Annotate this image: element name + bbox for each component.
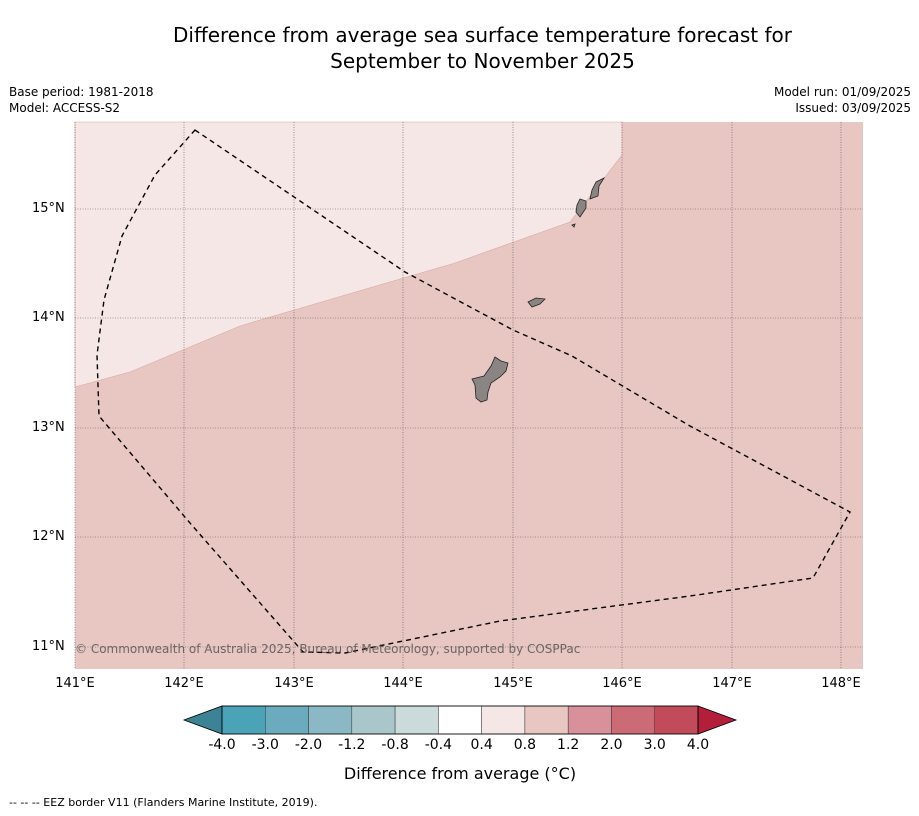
title-line-1: Difference from average sea surface temp…	[172, 23, 792, 47]
map-title: Difference from average sea surface temp…	[60, 22, 905, 74]
model-run: Model run: 01/09/2025	[773, 85, 911, 99]
colorbar-cell	[308, 705, 353, 735]
copyright-notice: © Commonwealth of Australia 2025, Bureau…	[75, 642, 581, 656]
lat-label-12n: 12°N	[32, 529, 65, 544]
lat-label-13n: 13°N	[32, 420, 65, 435]
colorbar-tick-label: 0.4	[470, 737, 493, 753]
colorbar-over-arrow	[697, 705, 738, 735]
colorbar-cell	[611, 705, 655, 735]
island-aguijan	[571, 223, 576, 228]
gridlines	[74, 122, 863, 669]
island-tinian	[575, 198, 587, 218]
base-period-info: Base period: 1981-2018 Model: ACCESS-S2	[9, 84, 154, 116]
lon-label-146e: 146°E	[602, 676, 642, 691]
colorbar-tick-label: -4.0	[208, 737, 236, 753]
colorbar-tick-label: 3.0	[643, 737, 666, 753]
base-period: Base period: 1981-2018	[9, 85, 154, 99]
colorbar-tick-label: 0.8	[513, 737, 537, 753]
anomaly-region-low	[74, 121, 623, 388]
lon-label-145e: 145°E	[493, 676, 533, 691]
island-guam	[471, 356, 509, 403]
lat-label-15n: 15°N	[32, 201, 65, 216]
issued-date: Issued: 03/09/2025	[795, 101, 911, 115]
lat-label-14n: 14°N	[32, 310, 65, 325]
colorbar-tick-label: -0.8	[381, 737, 409, 753]
colorbar-cell	[394, 705, 439, 735]
colorbar-tick-label: 4.0	[686, 737, 710, 753]
colorbar-cell	[351, 705, 396, 735]
lon-label-147e: 147°E	[712, 676, 752, 691]
colorbar-tick-label: -0.4	[424, 737, 453, 753]
lon-label-148e: 148°E	[821, 676, 861, 691]
lon-label-142e: 142°E	[164, 676, 204, 691]
model-run-info: Model run: 01/09/2025 Issued: 03/09/2025	[774, 84, 911, 116]
colorbar-label: Difference from average (°C)	[343, 764, 577, 783]
colorbar-tick-label: -2.0	[294, 737, 323, 753]
colorbar-cell	[481, 705, 526, 735]
colorbar-cell	[654, 705, 699, 735]
colorbar-tick-label: 1.2	[557, 737, 580, 753]
lon-label-141e: 141°E	[55, 676, 95, 691]
lon-label-143e: 143°E	[274, 676, 314, 691]
colorbar	[182, 705, 738, 735]
colorbar-cell	[567, 705, 612, 735]
colorbar-cell	[438, 705, 482, 735]
colorbar-cell	[524, 705, 569, 735]
colorbar-tick-label: 2.0	[600, 737, 623, 753]
island-saipan	[589, 177, 606, 200]
model-name: Model: ACCESS-S2	[9, 101, 121, 115]
island-rota	[527, 297, 546, 308]
colorbar-under-arrow	[182, 705, 223, 735]
lat-label-11n: 11°N	[32, 639, 65, 654]
eez-footnote: -- -- -- EEZ border V11 (Flanders Marine…	[9, 796, 318, 809]
lon-label-144e: 144°E	[383, 676, 423, 691]
colorbar-cell	[265, 705, 309, 735]
title-line-2: September to November 2025	[330, 49, 635, 73]
colorbar-tick-label: -3.0	[251, 737, 279, 753]
colorbar-tick-label: -1.2	[338, 737, 366, 753]
land	[471, 177, 606, 403]
colorbar-cell	[221, 705, 266, 735]
